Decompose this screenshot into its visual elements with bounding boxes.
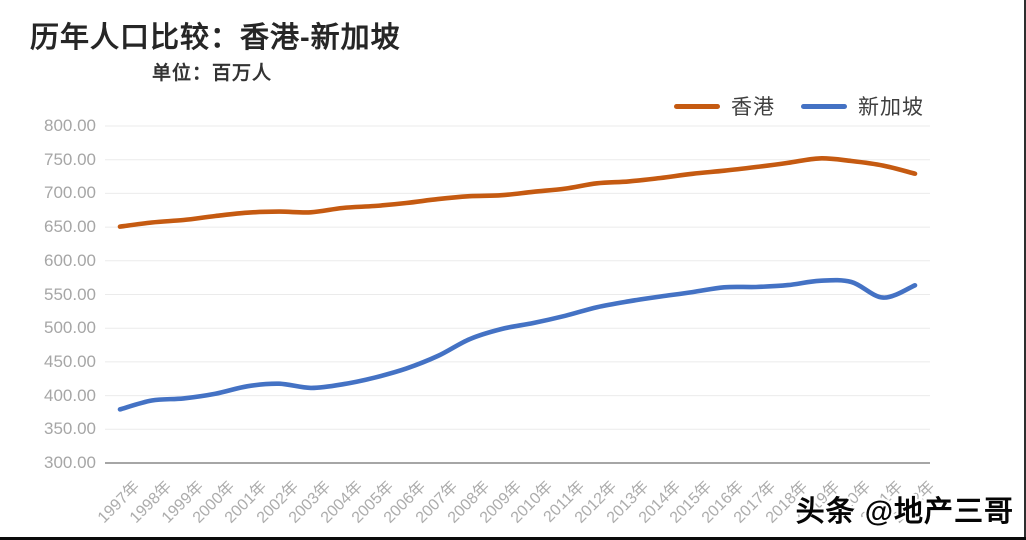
y-axis-label: 800.00 — [44, 116, 96, 135]
legend-swatch-hongkong — [674, 103, 720, 109]
legend-item-hongkong: 香港 — [674, 91, 775, 121]
frame-right-border — [1024, 0, 1026, 540]
legend-label-hongkong: 香港 — [731, 96, 775, 119]
chart-title: 历年人口比较：香港-新加坡 — [30, 22, 401, 54]
legend-item-singapore: 新加坡 — [801, 91, 924, 121]
y-axis-label: 700.00 — [44, 183, 96, 203]
legend-swatch-singapore — [801, 103, 847, 109]
y-axis-label: 500.00 — [44, 318, 96, 338]
y-axis-label: 450.00 — [44, 351, 96, 371]
series-line-hongkong — [117, 156, 918, 229]
y-axis-label: 750.00 — [44, 149, 96, 169]
y-axis-label: 600.00 — [44, 250, 96, 270]
y-axis-label: 350.00 — [44, 419, 96, 439]
frame-bottom-border — [0, 537, 1026, 540]
watermark: 头条 @地产三哥 — [795, 496, 1014, 528]
legend: 香港 新加坡 — [674, 91, 924, 121]
series-line-singapore — [117, 277, 918, 412]
y-axis-label: 650.00 — [44, 217, 96, 237]
chart-unit-subtitle: 单位：百万人 — [152, 63, 273, 84]
y-axis-label: 400.00 — [44, 385, 96, 405]
y-axis-label: 300.00 — [44, 453, 96, 472]
y-axis-label: 550.00 — [44, 284, 96, 304]
legend-label-singapore: 新加坡 — [858, 96, 924, 119]
